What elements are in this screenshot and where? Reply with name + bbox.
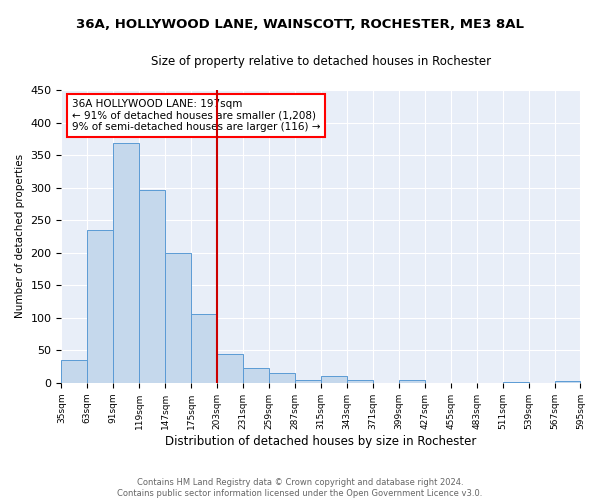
Bar <box>139 190 165 383</box>
X-axis label: Distribution of detached houses by size in Rochester: Distribution of detached houses by size … <box>165 434 476 448</box>
Bar <box>269 373 295 383</box>
Bar <box>165 254 191 383</box>
Bar <box>554 381 580 383</box>
Bar <box>503 382 529 383</box>
Bar <box>113 144 139 383</box>
Bar <box>295 380 321 383</box>
Title: Size of property relative to detached houses in Rochester: Size of property relative to detached ho… <box>151 55 491 68</box>
Bar <box>88 230 113 383</box>
Text: 36A, HOLLYWOOD LANE, WAINSCOTT, ROCHESTER, ME3 8AL: 36A, HOLLYWOOD LANE, WAINSCOTT, ROCHESTE… <box>76 18 524 30</box>
Bar <box>399 380 425 383</box>
Y-axis label: Number of detached properties: Number of detached properties <box>15 154 25 318</box>
Bar <box>191 314 217 383</box>
Bar <box>217 354 243 383</box>
Text: 36A HOLLYWOOD LANE: 197sqm
← 91% of detached houses are smaller (1,208)
9% of se: 36A HOLLYWOOD LANE: 197sqm ← 91% of deta… <box>72 99 320 132</box>
Bar <box>347 380 373 383</box>
Bar <box>61 360 88 383</box>
Text: Contains HM Land Registry data © Crown copyright and database right 2024.
Contai: Contains HM Land Registry data © Crown c… <box>118 478 482 498</box>
Bar <box>321 376 347 383</box>
Bar <box>243 368 269 383</box>
